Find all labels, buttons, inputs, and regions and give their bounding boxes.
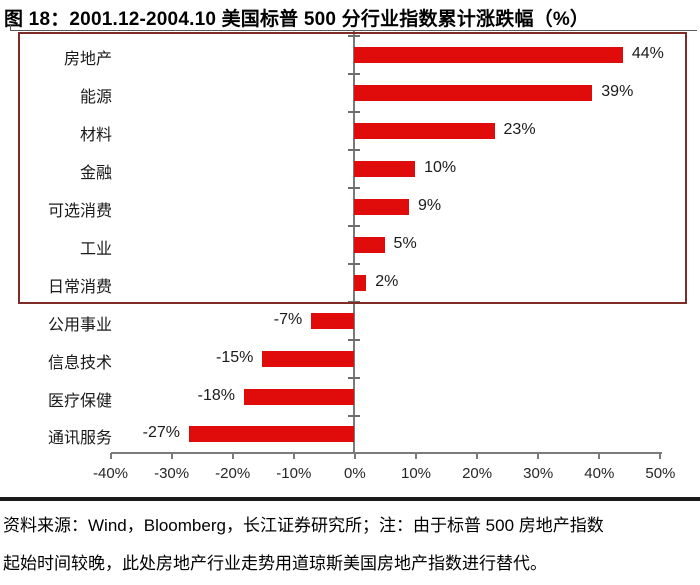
category-label: 房地产 bbox=[63, 50, 112, 68]
category-axis-tick bbox=[348, 148, 360, 151]
value-axis-tick bbox=[231, 453, 234, 459]
bar bbox=[354, 274, 367, 291]
category-axis-tick bbox=[348, 414, 360, 417]
value-axis-tick bbox=[476, 453, 479, 459]
bar bbox=[311, 312, 354, 329]
bar bbox=[354, 122, 495, 139]
bar bbox=[354, 236, 385, 253]
source-note: 资料来源：Wind，Bloomberg，长江证券研究所；注：由于标普 500 房… bbox=[3, 507, 697, 583]
category-axis-tick bbox=[348, 186, 360, 189]
highlight-box bbox=[18, 32, 687, 304]
bar bbox=[354, 84, 593, 101]
value-axis-tick bbox=[292, 453, 295, 459]
category-label: 材料 bbox=[79, 126, 112, 144]
value-label: 2% bbox=[375, 272, 399, 290]
value-label: 9% bbox=[417, 196, 442, 214]
value-axis-tick-label: -20% bbox=[215, 465, 251, 482]
category-label: 通讯服务 bbox=[47, 430, 112, 448]
category-axis-tick bbox=[348, 338, 360, 341]
category-axis-tick bbox=[348, 262, 360, 265]
category-axis-tick bbox=[348, 224, 360, 227]
value-label: -7% bbox=[273, 310, 303, 328]
plot-top-tick bbox=[10, 24, 11, 31]
value-axis-tick bbox=[537, 453, 540, 459]
value-axis-tick-label: 20% bbox=[462, 465, 493, 482]
value-axis-tick-label: -30% bbox=[154, 465, 190, 482]
bar bbox=[189, 426, 354, 443]
value-label: -15% bbox=[215, 348, 254, 366]
category-label: 可选消费 bbox=[47, 202, 112, 220]
value-axis-tick-label: 0% bbox=[344, 465, 366, 482]
value-label: -27% bbox=[142, 424, 181, 442]
category-axis-tick bbox=[348, 35, 360, 37]
bar bbox=[354, 198, 409, 215]
value-axis-tick bbox=[170, 453, 173, 459]
category-axis-tick bbox=[348, 376, 360, 379]
value-axis-tick-label: -40% bbox=[92, 465, 129, 482]
figure-title: 图 18：2001.12-2004.10 美国标普 500 分行业指数累计涨跌幅… bbox=[4, 9, 590, 30]
value-axis-tick-label: -10% bbox=[276, 465, 312, 482]
category-label: 能源 bbox=[79, 88, 112, 106]
value-axis-tick bbox=[109, 453, 112, 459]
category-label: 医疗保健 bbox=[47, 392, 112, 410]
bar bbox=[354, 160, 416, 177]
source-note-line2: 起始时间较晚，此处房地产行业走势用道琼斯美国房地产指数进行替代。 bbox=[3, 554, 547, 573]
divider-rule bbox=[0, 497, 700, 501]
value-label: 23% bbox=[503, 120, 536, 138]
category-label: 金融 bbox=[79, 164, 112, 182]
value-axis-line bbox=[110, 452, 663, 454]
value-axis-tick bbox=[415, 453, 417, 459]
category-label: 公用事业 bbox=[47, 316, 112, 334]
category-label: 信息技术 bbox=[47, 354, 112, 372]
bar bbox=[262, 350, 354, 367]
bar bbox=[354, 46, 623, 63]
category-label: 日常消费 bbox=[47, 278, 112, 296]
value-axis-tick bbox=[659, 453, 662, 459]
category-axis-tick bbox=[348, 300, 360, 303]
sector-bar-chart: 房地产 44% 能源 39% 材料 23% 金融 10% 可选消费 9% 工业 5% 日常消费 2% 公用事… bbox=[10, 24, 697, 482]
value-label: 5% bbox=[393, 234, 417, 252]
category-axis-tick bbox=[348, 110, 360, 113]
value-axis-tick-label: 10% bbox=[400, 465, 432, 482]
value-axis-tick-label: 30% bbox=[523, 465, 554, 482]
value-axis-tick bbox=[598, 453, 601, 459]
value-label: 39% bbox=[601, 82, 634, 100]
value-axis-tick-label: 50% bbox=[645, 465, 676, 482]
bar bbox=[244, 388, 354, 405]
plot-top-border bbox=[10, 30, 697, 31]
source-note-line1: 资料来源：Wind，Bloomberg，长江证券研究所；注：由于标普 500 房… bbox=[3, 516, 604, 535]
value-axis-tick bbox=[353, 453, 356, 459]
value-label: 44% bbox=[631, 44, 664, 62]
value-label: -18% bbox=[197, 386, 236, 404]
category-axis-tick bbox=[348, 72, 360, 75]
category-label: 工业 bbox=[79, 240, 112, 258]
value-label: 10% bbox=[424, 158, 457, 176]
value-axis-tick-label: 40% bbox=[584, 465, 615, 482]
